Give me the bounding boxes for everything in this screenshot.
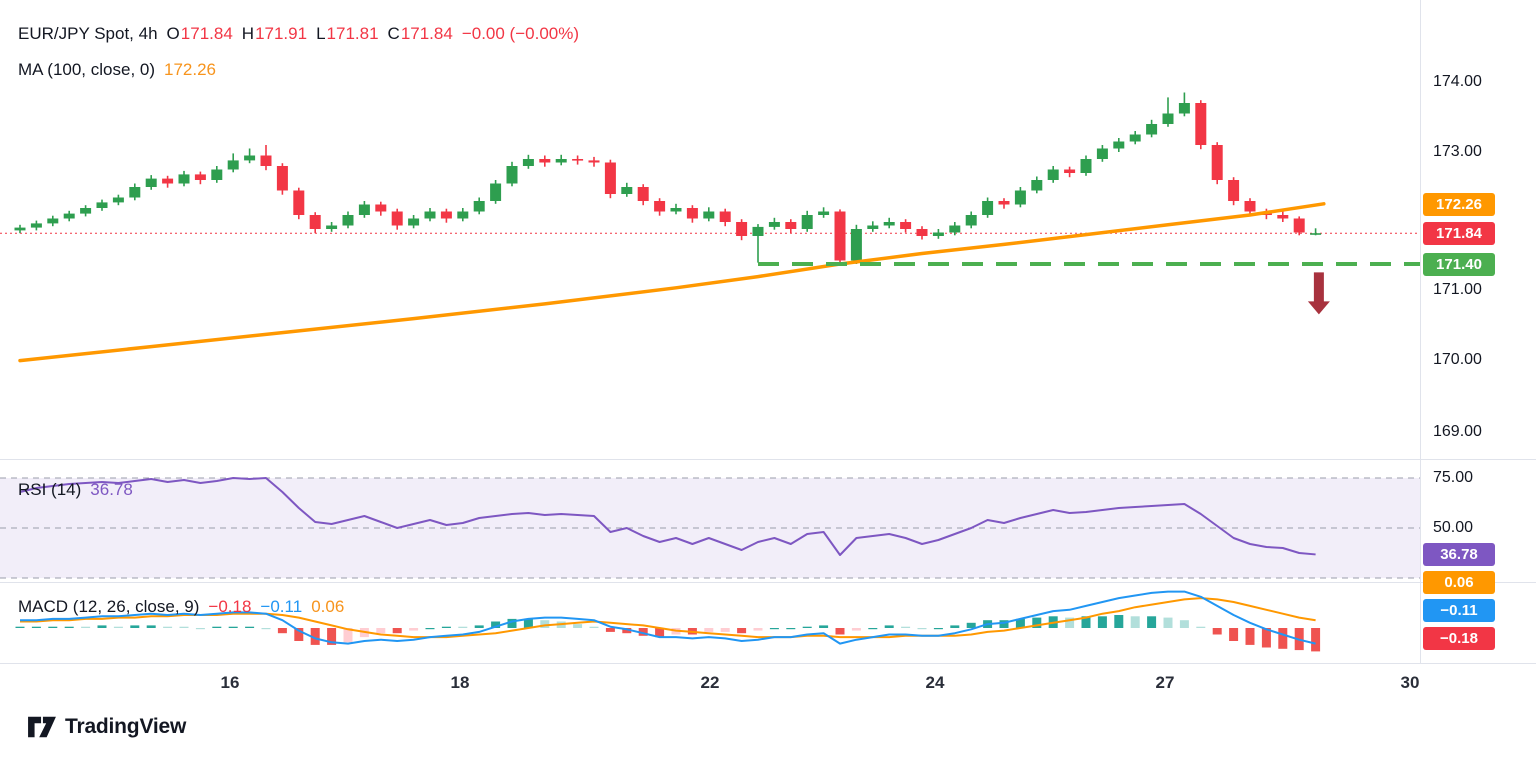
panel-separator[interactable] — [0, 582, 1536, 583]
time-axis-label: 24 — [925, 673, 945, 692]
candlestick-chart-canvas[interactable] — [0, 0, 1420, 459]
macd-line-value: −0.11 — [260, 597, 303, 616]
ma100-line[interactable] — [18, 202, 1326, 363]
macd-panel-canvas[interactable] — [0, 583, 1420, 663]
macd-signal-value: 0.06 — [311, 597, 345, 616]
time-axis-separator — [0, 663, 1536, 664]
macd-hist-badge: −0.18 — [1423, 627, 1495, 650]
ohlc-open: O 171.84 — [166, 24, 233, 43]
rsi-indicator-label[interactable]: RSI (14) — [18, 480, 82, 499]
price-axis-label: 75.00 — [1433, 469, 1474, 486]
price-axis-label: 173.00 — [1433, 143, 1482, 160]
macd-line[interactable] — [20, 590, 1316, 645]
ma-indicator-value: 172.26 — [164, 60, 217, 79]
ma-price-badge: 172.26 — [1423, 193, 1495, 216]
ma-legend: MA (100, close, 0) 172.26 — [18, 60, 216, 80]
rsi-panel-canvas[interactable] — [0, 460, 1420, 582]
symbol-title[interactable]: EUR/JPY Spot, 4h — [18, 24, 158, 43]
main-legend: EUR/JPY Spot, 4h O 171.84 H 171.91 L 171.81… — [18, 24, 579, 44]
tradingview-logo[interactable]: TradingView — [26, 714, 186, 740]
ma-indicator-label[interactable]: MA (100, close, 0) — [18, 60, 156, 79]
time-axis[interactable]: 16 18 22 24 27 30 — [0, 663, 1536, 703]
price-axis-label: 169.00 — [1433, 423, 1482, 440]
macd-line-badge: −0.11 — [1423, 599, 1495, 622]
last-price-badge: 171.84 — [1423, 222, 1495, 245]
price-axis[interactable]: 174.00 173.00 171.00 170.00 169.00 75.00 50.00… — [1420, 0, 1536, 663]
ohlc-high: H 171.91 — [241, 24, 308, 43]
time-axis-label: 30 — [1400, 673, 1420, 692]
logo-wordmark: TradingView — [65, 715, 187, 738]
change-value: −0.00 (−0.00%) — [461, 24, 580, 43]
price-axis-label: 171.00 — [1433, 281, 1482, 298]
rsi-value-badge: 36.78 — [1423, 543, 1495, 566]
macd-legend: MACD (12, 26, close, 9) −0.18 −0.11 0.06 — [18, 597, 344, 617]
macd-signal-line[interactable] — [20, 597, 1316, 639]
tradingview-logo-icon — [28, 716, 56, 738]
price-axis-label: 170.00 — [1433, 351, 1482, 368]
time-axis-label: 27 — [1155, 673, 1175, 692]
time-axis-label: 22 — [700, 673, 720, 692]
macd-signal-badge: 0.06 — [1423, 571, 1495, 594]
macd-histogram — [15, 615, 1321, 652]
time-axis-label: 18 — [450, 673, 470, 692]
panel-separator[interactable] — [0, 459, 1536, 460]
rsi-line[interactable] — [19, 477, 1316, 556]
price-axis-label: 174.00 — [1433, 73, 1482, 90]
macd-hist-value: −0.18 — [208, 597, 252, 616]
time-axis-label: 16 — [220, 673, 240, 692]
price-axis-separator — [1420, 0, 1421, 663]
macd-indicator-label[interactable]: MACD (12, 26, close, 9) — [18, 597, 200, 616]
price-axis-label: 50.00 — [1433, 519, 1474, 536]
down-arrow-annotation[interactable] — [1307, 272, 1330, 315]
rsi-indicator-value: 36.78 — [90, 480, 133, 499]
ohlc-close: C 171.84 — [387, 24, 453, 43]
rsi-legend: RSI (14) 36.78 — [18, 480, 133, 500]
support-price-badge: 171.40 — [1423, 253, 1495, 276]
ohlc-low: L 171.81 — [316, 24, 379, 43]
candlesticks — [14, 92, 1322, 266]
